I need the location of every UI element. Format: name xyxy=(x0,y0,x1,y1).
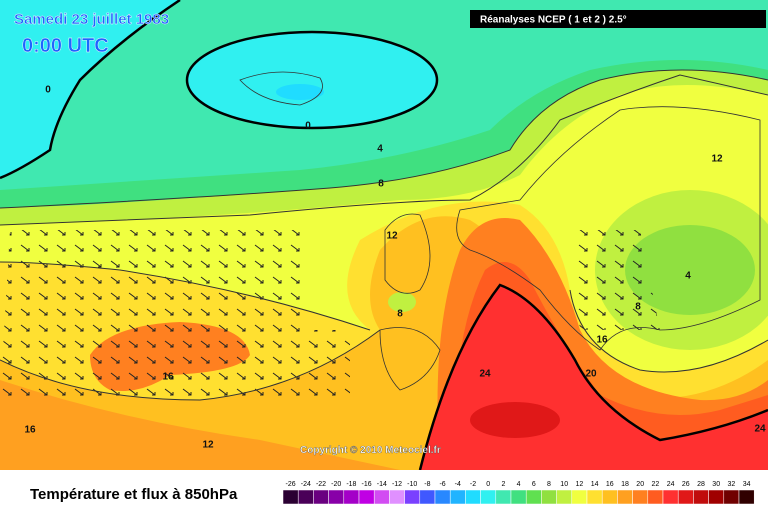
colorbar-swatch xyxy=(419,489,436,505)
source-box xyxy=(470,10,766,28)
contour-label: 8 xyxy=(397,309,403,320)
colorbar-tick-label: -4 xyxy=(455,481,461,488)
colorbar-swatch xyxy=(556,489,573,505)
colorbar-swatch xyxy=(677,489,694,505)
colorbar-swatch xyxy=(723,489,740,505)
colorbar-swatch xyxy=(541,489,557,505)
colorbar-tick-label: 24 xyxy=(667,481,675,488)
contour-label: 16 xyxy=(24,425,36,436)
colorbar-tick-label: 14 xyxy=(591,481,599,488)
colorbar-tick-label: 8 xyxy=(547,481,551,488)
colorbar-swatch xyxy=(510,489,527,505)
colorbar-swatch xyxy=(480,489,497,505)
contour-label: 8 xyxy=(378,179,384,190)
source: Réanalyses NCEP ( 1 et 2 ) 2.5° xyxy=(480,15,627,26)
colorbar-tick-label: -8 xyxy=(424,481,430,488)
colorbar-tick-label: -22 xyxy=(316,481,326,488)
colorbar-tick-label: 4 xyxy=(517,481,521,488)
colorbar-tick-label: 22 xyxy=(652,481,660,488)
colorbar-swatch xyxy=(662,489,679,505)
colorbar-tick-label: -24 xyxy=(301,481,311,488)
colorbar-swatch xyxy=(297,489,314,505)
contour-label: 24 xyxy=(479,369,491,380)
zero-and-24-contours xyxy=(0,0,768,470)
colorbar-swatch xyxy=(358,489,375,505)
colorbar-swatch xyxy=(708,489,725,505)
colorbar-swatch xyxy=(571,489,588,505)
contour-label: 16 xyxy=(596,335,608,346)
colorbar-tick-label: 20 xyxy=(636,481,644,488)
time: 0:00 UTC xyxy=(22,35,109,57)
contour-labels: 0 0 4 8 12 8 16 12 16 24 20 16 12 4 8 24 xyxy=(24,85,766,451)
colorbar-tick-label: -16 xyxy=(362,481,372,488)
colorbar-tick-label: 30 xyxy=(712,481,720,488)
colorbar-swatch xyxy=(525,489,542,505)
contour-label: 0 xyxy=(305,121,311,132)
wind-arrows xyxy=(570,230,660,330)
contour-label: 12 xyxy=(711,154,723,165)
colorbar-tick-label: -10 xyxy=(407,481,417,488)
colorbar: -26 -24 -22 -20 -18 -16 -14 -12 -10 -8 -6 -4 -2 0 2 4 6 8… xyxy=(282,481,755,505)
contour-label: 24 xyxy=(754,424,766,435)
contour-label: 20 xyxy=(585,369,597,380)
colorbar-swatch xyxy=(434,489,451,505)
colorbar-tick-label: 2 xyxy=(501,481,505,488)
contour-label: 4 xyxy=(685,271,691,282)
colorbar-tick-label: 18 xyxy=(621,481,629,488)
colorbar-tick-label: -18 xyxy=(346,481,356,488)
map-area xyxy=(0,0,768,470)
colorbar-tick-label: -12 xyxy=(392,481,402,488)
colorbar-swatch xyxy=(328,489,345,505)
colorbar-tick-label: 12 xyxy=(576,481,584,488)
colorbar-swatch xyxy=(313,489,329,505)
date: Samedi 23 juillet 1983 xyxy=(14,11,169,28)
copyright: Copyright © 2010 Meteociel.fr xyxy=(300,445,441,456)
coastlines xyxy=(239,71,761,391)
colorbar-tick-label: 28 xyxy=(697,481,705,488)
colorbar-swatch xyxy=(617,489,633,505)
colorbar-swatch xyxy=(465,489,481,505)
colorbar-swatch xyxy=(601,489,618,505)
colorbar-tick-label: 16 xyxy=(606,481,614,488)
colorbar-tick-label: 0 xyxy=(486,481,490,488)
colorbar-tick-label: -2 xyxy=(470,481,476,488)
contour-label: 4 xyxy=(377,144,383,155)
colorbar-swatch xyxy=(632,489,649,505)
colorbar-swatch xyxy=(586,489,603,505)
colorbar-swatch xyxy=(693,489,709,505)
contours xyxy=(0,69,768,401)
colorbar-swatch xyxy=(389,489,405,505)
colorbar-tick-label: -6 xyxy=(439,481,445,488)
colorbar-swatch xyxy=(738,489,755,505)
colorbar-tick-label: 26 xyxy=(682,481,690,488)
footer-title: Température et flux à 850hPa xyxy=(30,486,238,503)
contour-label: 12 xyxy=(386,231,398,242)
contour-label: 12 xyxy=(202,440,214,451)
colorbar-tick-label: 34 xyxy=(743,481,751,488)
colorbar-swatch xyxy=(495,489,512,505)
colorbar-tick-label: 6 xyxy=(532,481,536,488)
colorbar-tick-label: -26 xyxy=(286,481,296,488)
colorbar-swatch xyxy=(343,489,360,505)
colorbar-swatch xyxy=(373,489,390,505)
colorbar-tick-label: -20 xyxy=(331,481,341,488)
colorbar-swatch xyxy=(647,489,664,505)
colorbar-tick-label: 32 xyxy=(728,481,736,488)
colorbar-tick-label: -14 xyxy=(377,481,387,488)
contour-label: 8 xyxy=(635,302,641,313)
colorbar-swatch xyxy=(449,489,466,505)
contour-label: 0 xyxy=(45,85,51,96)
contour-label: 16 xyxy=(162,372,174,383)
wind-arrows xyxy=(0,230,350,400)
colorbar-swatch xyxy=(404,489,421,505)
colorbar-tick-label: 10 xyxy=(560,481,568,488)
colorbar-swatch xyxy=(282,489,299,505)
